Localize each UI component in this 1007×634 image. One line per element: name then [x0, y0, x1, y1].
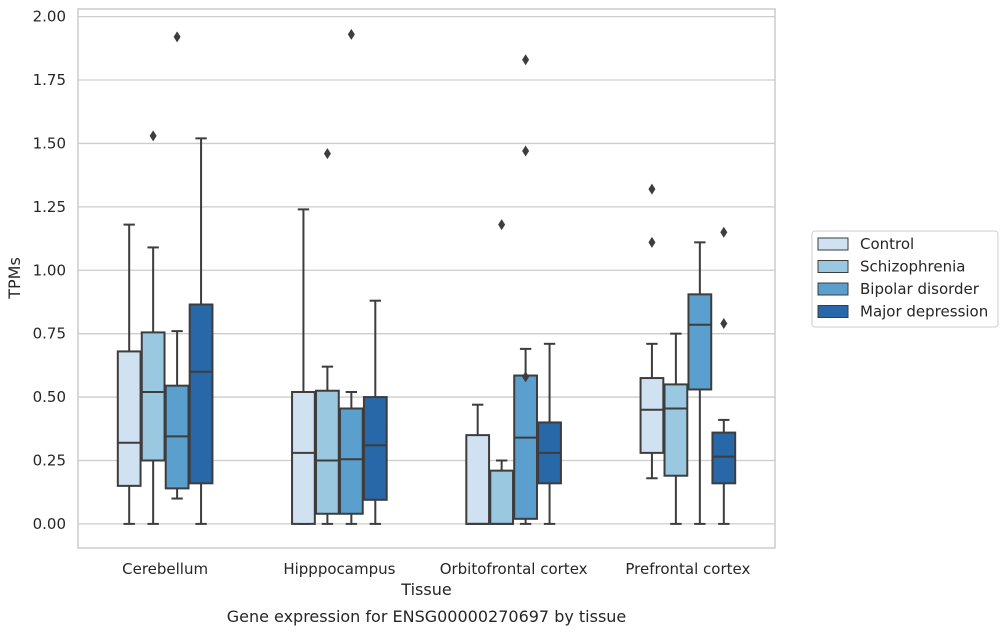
box-body — [711, 431, 737, 485]
outlier-point — [648, 183, 656, 195]
legend-label: Schizophrenia — [860, 258, 965, 276]
legend: Control Schizophrenia Bipolar disorder Majo… — [811, 230, 999, 328]
outlier-point — [522, 371, 530, 383]
outlier-point — [648, 236, 656, 248]
box-schizophrenia-1 — [315, 148, 340, 525]
legend-frame — [811, 230, 999, 328]
box-bipolar-disorder-1 — [338, 28, 364, 525]
x-axis-label: Tissue — [400, 580, 451, 599]
y-tick-label: 2.00 — [33, 8, 66, 26]
box-schizophrenia-2 — [489, 219, 515, 525]
legend-swatch — [817, 237, 849, 251]
box-control-2 — [465, 403, 491, 525]
box-body — [188, 303, 214, 485]
y-tick-label: 0.75 — [33, 325, 66, 343]
box-body — [116, 350, 142, 487]
box-schizophrenia-0 — [140, 130, 166, 525]
box-body — [513, 374, 538, 520]
box-body — [465, 434, 491, 525]
y-tick-label: 0.00 — [33, 515, 66, 533]
box-bipolar-disorder-3 — [687, 241, 713, 525]
box-control-0 — [116, 223, 142, 525]
y-tick-label: 1.25 — [33, 198, 66, 216]
box-bipolar-disorder-0 — [164, 31, 190, 500]
box-body — [639, 377, 665, 454]
y-tick-label: 0.50 — [33, 388, 66, 406]
x-tick-label: Prefrontal cortex — [625, 560, 750, 578]
legend-label: Control — [860, 235, 914, 253]
outlier-point — [720, 226, 728, 238]
outlier-point — [498, 219, 506, 231]
outlier-point — [173, 31, 181, 43]
outlier-point — [720, 318, 728, 330]
legend-swatch — [817, 305, 849, 318]
box-major-depression-0 — [188, 137, 214, 525]
y-tick-label: 1.75 — [33, 71, 66, 89]
y-tick-label: 1.00 — [33, 261, 66, 279]
outlier-point — [323, 148, 331, 160]
y-tick-label: 0.25 — [33, 451, 66, 469]
y-axis-label: TPMs — [5, 257, 24, 300]
box-body — [687, 293, 713, 391]
x-tick-label: Cerebellum — [122, 560, 208, 578]
box-major-depression-1 — [362, 299, 388, 525]
box-body — [291, 391, 316, 525]
box-body — [489, 469, 515, 525]
plot-area-frame — [77, 8, 776, 549]
box-major-depression-2 — [537, 342, 562, 525]
legend-swatch — [817, 260, 849, 273]
box-body — [315, 389, 340, 515]
legend-label: Bipolar disorder — [860, 280, 980, 298]
outlier-point — [347, 28, 355, 40]
chart-caption: Gene expression for ENSG00000270697 by t… — [227, 607, 627, 626]
box-body — [362, 396, 388, 501]
outlier-point — [149, 130, 157, 142]
box-body — [663, 383, 689, 477]
legend-swatch — [817, 282, 849, 296]
box-schizophrenia-3 — [663, 332, 689, 525]
x-axis-ticks: Cerebellum Hipppocampus Orbitofrontal cort… — [122, 560, 750, 578]
y-tick-label: 1.50 — [33, 134, 66, 152]
outlier-point — [522, 54, 530, 66]
box-body — [140, 331, 166, 462]
x-tick-label: Orbitofrontal cortex — [440, 560, 588, 578]
box-control-1 — [291, 208, 316, 525]
box-control-3 — [639, 183, 665, 480]
box-layer — [116, 28, 737, 525]
outlier-point — [522, 145, 530, 157]
box-bipolar-disorder-2 — [513, 54, 538, 525]
box-body — [338, 407, 364, 515]
x-tick-label: Hipppocampus — [283, 560, 395, 578]
legend-label: Major depression — [860, 303, 988, 321]
box-major-depression-3 — [711, 226, 737, 525]
y-axis-ticks: 0.00 0.25 0.50 0.75 1.00 1.25 1.50 1.75 2.00 — [33, 8, 66, 533]
